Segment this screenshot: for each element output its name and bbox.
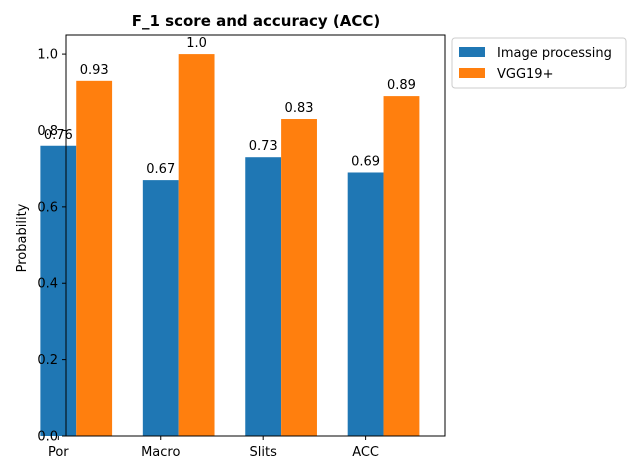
x-tick-label-1: Macro bbox=[141, 445, 180, 460]
data-label-0-2: 0.73 bbox=[249, 139, 278, 154]
plot-frame bbox=[65, 34, 446, 437]
legend-swatch-0 bbox=[459, 47, 485, 57]
bar-0-0 bbox=[40, 145, 77, 436]
x-tick-label-0: Por bbox=[48, 445, 69, 460]
y-tick-label-4: 0.8 bbox=[37, 124, 58, 139]
legend: Image processing VGG19+ bbox=[451, 37, 627, 89]
data-label-1-1: 1.0 bbox=[186, 36, 207, 51]
y-axis-label: Probability bbox=[15, 203, 30, 272]
bar-0-1 bbox=[142, 180, 179, 436]
data-label-0-3: 0.69 bbox=[351, 154, 380, 169]
bar-1-1 bbox=[178, 54, 215, 436]
data-label-1-2: 0.83 bbox=[285, 101, 314, 116]
x-tick-label-2: Slits bbox=[250, 445, 278, 460]
axes-layer: 0.0 0.2 0.4 0.6 0.8 1.0 Por Macro Slits ACC bbox=[37, 34, 446, 460]
y-tick-label-0: 0.0 bbox=[37, 430, 58, 445]
bar-1-2 bbox=[281, 119, 317, 437]
legend-label-0: Image processing bbox=[497, 46, 612, 61]
bar-1-3 bbox=[383, 96, 420, 436]
data-label-1-3: 0.89 bbox=[387, 78, 416, 93]
data-label-0-1: 0.67 bbox=[146, 162, 175, 177]
y-tick-label-3: 0.6 bbox=[37, 200, 58, 215]
legend-label-1: VGG19+ bbox=[497, 67, 553, 82]
legend-box bbox=[451, 37, 627, 89]
y-tick-label-2: 0.4 bbox=[37, 277, 58, 292]
bar-1-0 bbox=[76, 80, 113, 436]
legend-swatch-1 bbox=[459, 68, 485, 78]
chart-title: F_1 score and accuracy (ACC) bbox=[132, 12, 380, 30]
bars-layer bbox=[40, 54, 420, 437]
bar-0-3 bbox=[347, 172, 384, 436]
y-tick-label-5: 1.0 bbox=[37, 48, 58, 63]
x-tick-label-3: ACC bbox=[352, 445, 379, 460]
data-label-1-0: 0.93 bbox=[80, 63, 109, 78]
bar-0-2 bbox=[245, 157, 282, 436]
y-tick-label-1: 0.2 bbox=[37, 353, 58, 368]
